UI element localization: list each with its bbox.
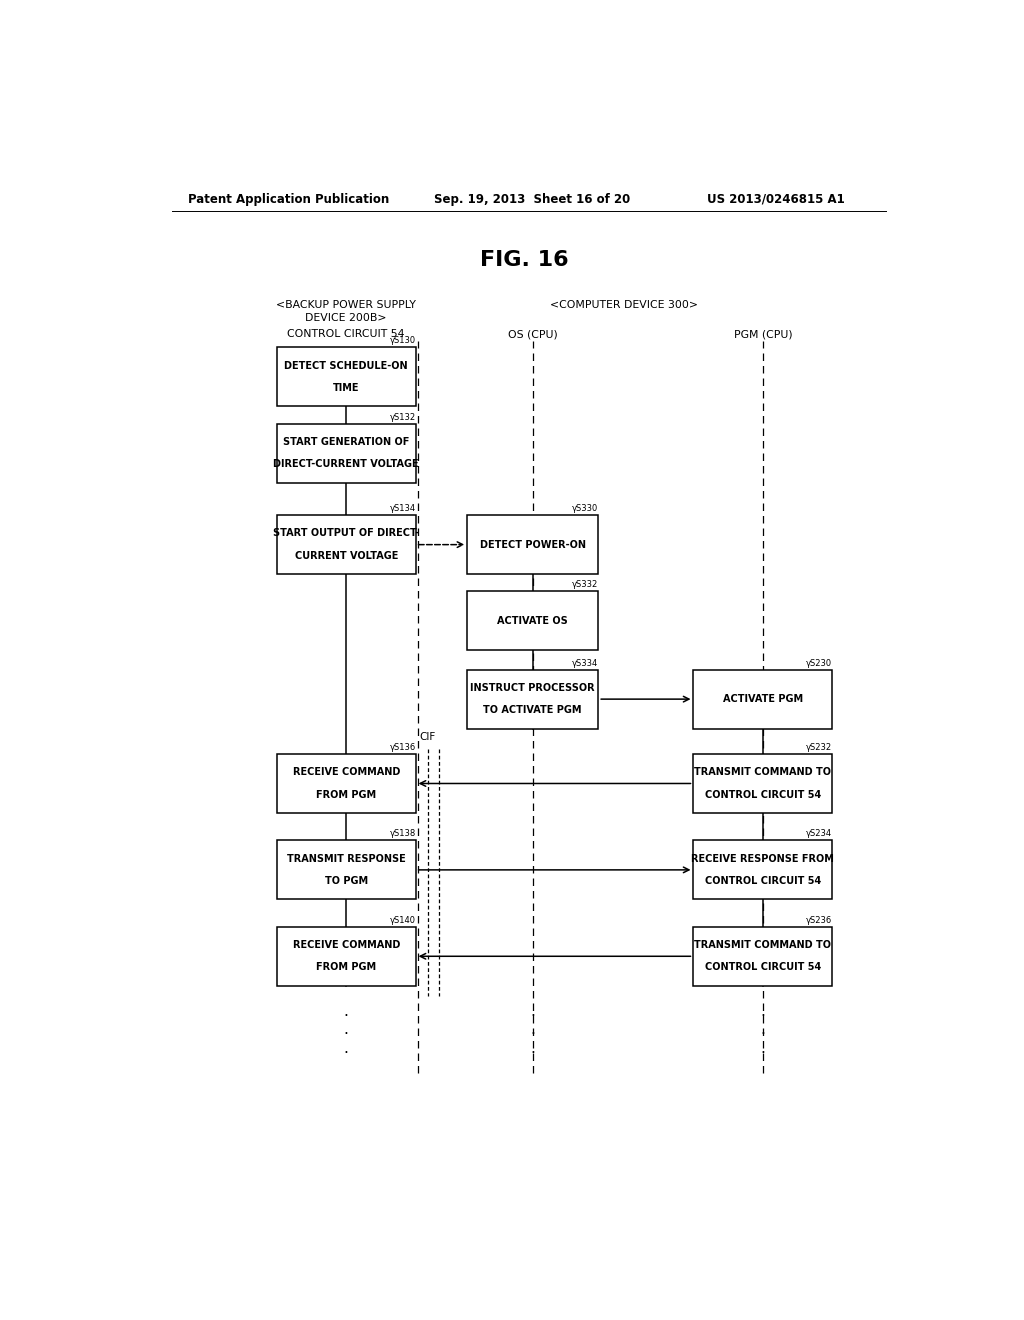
Text: .: . bbox=[344, 1040, 349, 1056]
Text: γS134: γS134 bbox=[389, 504, 416, 513]
Text: TO PGM: TO PGM bbox=[325, 876, 368, 886]
Text: START OUTPUT OF DIRECT-: START OUTPUT OF DIRECT- bbox=[273, 528, 420, 539]
Bar bbox=[467, 669, 598, 729]
Bar bbox=[276, 515, 416, 574]
Bar bbox=[276, 841, 416, 899]
Text: γS332: γS332 bbox=[572, 581, 598, 589]
Text: ACTIVATE OS: ACTIVATE OS bbox=[498, 616, 568, 626]
Text: γS330: γS330 bbox=[572, 504, 598, 513]
Text: CURRENT VOLTAGE: CURRENT VOLTAGE bbox=[295, 550, 398, 561]
Text: FROM PGM: FROM PGM bbox=[316, 789, 376, 800]
Text: OS (CPU): OS (CPU) bbox=[508, 329, 558, 339]
Text: <COMPUTER DEVICE 300>: <COMPUTER DEVICE 300> bbox=[550, 300, 698, 310]
Text: PGM (CPU): PGM (CPU) bbox=[733, 329, 793, 339]
Text: <BACKUP POWER SUPPLY: <BACKUP POWER SUPPLY bbox=[276, 300, 416, 310]
Text: CONTROL CIRCUIT 54: CONTROL CIRCUIT 54 bbox=[705, 876, 821, 886]
Bar bbox=[693, 841, 833, 899]
Text: TRANSMIT COMMAND TO: TRANSMIT COMMAND TO bbox=[694, 940, 831, 950]
Text: START GENERATION OF: START GENERATION OF bbox=[283, 437, 410, 447]
Text: RECEIVE COMMAND: RECEIVE COMMAND bbox=[293, 940, 400, 950]
Text: CONTROL CIRCUIT 54: CONTROL CIRCUIT 54 bbox=[288, 329, 404, 339]
Bar bbox=[276, 424, 416, 483]
Text: DIRECT-CURRENT VOLTAGE: DIRECT-CURRENT VOLTAGE bbox=[273, 459, 419, 470]
Text: US 2013/0246815 A1: US 2013/0246815 A1 bbox=[708, 193, 845, 206]
Text: RECEIVE RESPONSE FROM: RECEIVE RESPONSE FROM bbox=[691, 854, 835, 863]
Text: TIME: TIME bbox=[333, 383, 359, 393]
Text: .: . bbox=[761, 1022, 765, 1038]
Text: γS334: γS334 bbox=[572, 659, 598, 668]
Text: γS236: γS236 bbox=[806, 916, 833, 925]
Text: DETECT SCHEDULE-ON: DETECT SCHEDULE-ON bbox=[285, 360, 408, 371]
Text: FIG. 16: FIG. 16 bbox=[480, 249, 569, 271]
Bar bbox=[467, 515, 598, 574]
Text: TO ACTIVATE PGM: TO ACTIVATE PGM bbox=[483, 705, 582, 715]
Bar bbox=[276, 754, 416, 813]
Text: .: . bbox=[344, 1022, 349, 1038]
Text: γS130: γS130 bbox=[389, 337, 416, 346]
Bar bbox=[693, 927, 833, 986]
Text: .: . bbox=[344, 1005, 349, 1019]
Text: .: . bbox=[530, 1005, 536, 1019]
Text: γS132: γS132 bbox=[389, 413, 416, 421]
Text: γS138: γS138 bbox=[389, 829, 416, 838]
Bar bbox=[467, 591, 598, 651]
Text: Patent Application Publication: Patent Application Publication bbox=[187, 193, 389, 206]
Text: ACTIVATE PGM: ACTIVATE PGM bbox=[723, 694, 803, 704]
Text: .: . bbox=[530, 1040, 536, 1056]
Text: TRANSMIT COMMAND TO: TRANSMIT COMMAND TO bbox=[694, 767, 831, 777]
Text: CIF: CIF bbox=[420, 731, 436, 742]
Text: .: . bbox=[530, 1022, 536, 1038]
Bar bbox=[693, 754, 833, 813]
Text: RECEIVE COMMAND: RECEIVE COMMAND bbox=[293, 767, 400, 777]
Bar bbox=[276, 927, 416, 986]
Text: FROM PGM: FROM PGM bbox=[316, 962, 376, 973]
Text: DEVICE 200B>: DEVICE 200B> bbox=[305, 313, 387, 323]
Text: TRANSMIT RESPONSE: TRANSMIT RESPONSE bbox=[287, 854, 406, 863]
Text: .: . bbox=[761, 1040, 765, 1056]
Text: γS232: γS232 bbox=[806, 743, 833, 752]
Text: γS234: γS234 bbox=[806, 829, 833, 838]
Text: INSTRUCT PROCESSOR: INSTRUCT PROCESSOR bbox=[470, 682, 595, 693]
Text: γS230: γS230 bbox=[806, 659, 833, 668]
Text: γS140: γS140 bbox=[390, 916, 416, 925]
Bar bbox=[693, 669, 833, 729]
Text: CONTROL CIRCUIT 54: CONTROL CIRCUIT 54 bbox=[705, 789, 821, 800]
Bar bbox=[276, 347, 416, 407]
Text: γS136: γS136 bbox=[389, 743, 416, 752]
Text: Sep. 19, 2013  Sheet 16 of 20: Sep. 19, 2013 Sheet 16 of 20 bbox=[433, 193, 630, 206]
Text: .: . bbox=[761, 1005, 765, 1019]
Text: CONTROL CIRCUIT 54: CONTROL CIRCUIT 54 bbox=[705, 962, 821, 973]
Text: DETECT POWER-ON: DETECT POWER-ON bbox=[479, 540, 586, 549]
